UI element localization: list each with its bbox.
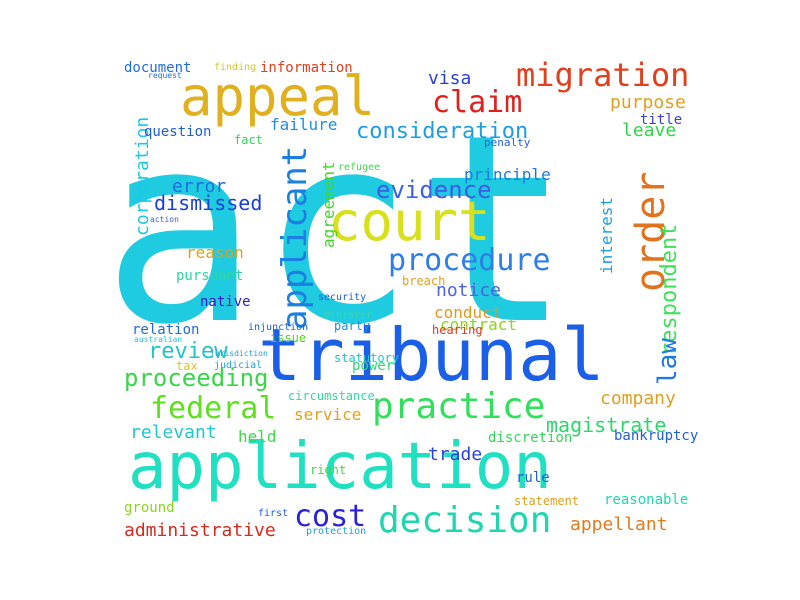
word-relation: relation	[132, 322, 199, 338]
word-law: law	[653, 338, 683, 385]
word-failure: failure	[270, 115, 337, 134]
word-proceeding: proceeding	[124, 364, 269, 392]
word-minister: minister	[324, 310, 372, 321]
word-migration: migration	[516, 56, 689, 94]
word-error: error	[172, 176, 226, 197]
word-finding: finding	[214, 62, 256, 73]
word-magistrate: magistrate	[546, 413, 666, 437]
word-review: review	[148, 339, 228, 364]
word-first: first	[258, 508, 288, 519]
word-issue: issue	[270, 331, 306, 345]
word-rule: rule	[516, 470, 550, 486]
word-party: party	[334, 319, 370, 333]
word-jurisdiction: jurisdiction	[210, 349, 268, 358]
word-breach: breach	[402, 274, 445, 288]
word-service: service	[294, 405, 361, 424]
word-held: held	[238, 427, 277, 446]
word-cost: cost	[294, 499, 366, 534]
word-dismissed: dismissed	[154, 191, 262, 215]
word-appeal: appeal	[180, 65, 375, 128]
word-purpose: purpose	[610, 92, 686, 113]
word-statutory: statutory	[334, 351, 399, 365]
word-refugee: refugee	[338, 162, 380, 173]
word-consideration: consideration	[356, 119, 528, 144]
word-administrative: administrative	[124, 520, 276, 541]
word-tribunal: tribunal	[258, 313, 605, 397]
word-notice: notice	[436, 280, 501, 301]
word-discretion: discretion	[488, 430, 572, 446]
word-right: right	[310, 463, 346, 477]
word-action: action	[150, 215, 179, 224]
word-principle: principle	[464, 165, 551, 184]
word-evidence: evidence	[376, 176, 492, 204]
word-order: order	[628, 172, 674, 292]
word-penalty: penalty	[484, 136, 531, 149]
word-reason: reason	[186, 243, 244, 262]
word-native: native	[200, 294, 251, 310]
word-judicial: judicial	[214, 360, 262, 371]
word-federal: federal	[150, 391, 276, 426]
word-claim: claim	[432, 85, 522, 120]
word-applicant: applicant	[275, 146, 315, 330]
word-reasonable: reasonable	[604, 492, 688, 508]
word-australian: australian	[134, 335, 182, 344]
word-pursuant: pursuant	[176, 268, 243, 284]
word-court: court	[328, 190, 491, 253]
word-power: power	[352, 358, 394, 374]
word-act: act	[102, 80, 572, 382]
word-injunction: injunction	[248, 322, 308, 333]
word-bankruptcy: bankruptcy	[614, 428, 698, 444]
word-respondent: respondent	[657, 224, 682, 356]
word-information: information	[260, 60, 353, 76]
word-security: security	[318, 292, 366, 303]
word-statement: statement	[514, 494, 579, 508]
word-relevant: relevant	[130, 422, 217, 443]
word-ground: ground	[124, 500, 175, 516]
word-procedure: procedure	[388, 243, 551, 278]
word-request: request	[148, 71, 182, 80]
word-appellant: appellant	[570, 514, 668, 535]
word-circumstance: circumstance	[288, 389, 375, 403]
word-question: question	[144, 124, 211, 140]
word-title: title	[640, 112, 682, 128]
word-contract: contract	[440, 315, 517, 334]
word-trade: trade	[428, 444, 482, 465]
word-fact: fact	[234, 133, 263, 147]
word-agreement: agreement	[319, 161, 338, 248]
word-corporation: corporation	[132, 117, 153, 236]
word-practice: practice	[372, 386, 545, 427]
word-leave: leave	[622, 120, 676, 141]
word-document: document	[124, 60, 191, 76]
word-application: application	[128, 430, 552, 504]
word-decision: decision	[378, 500, 551, 541]
word-interest: interest	[597, 197, 616, 274]
word-protection: protection	[306, 526, 366, 537]
word-visa: visa	[428, 68, 471, 89]
word-tax: tax	[176, 359, 198, 373]
word-hearing: hearing	[432, 323, 483, 337]
word-conduct: conduct	[434, 303, 501, 322]
word-company: company	[600, 388, 676, 409]
